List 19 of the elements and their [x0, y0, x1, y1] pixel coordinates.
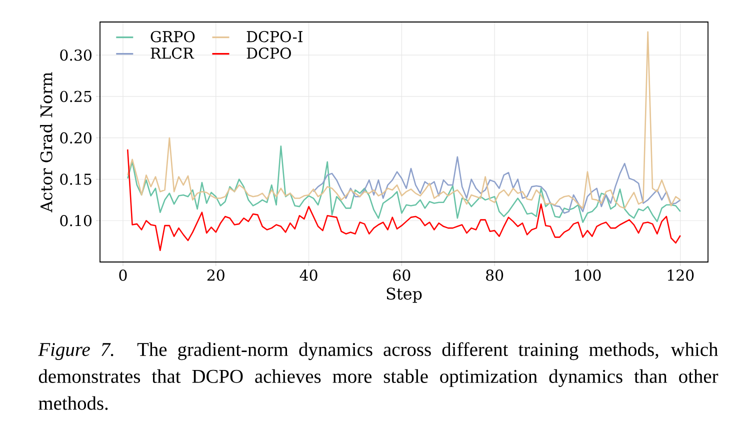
y-axis-title: Actor Grad Norm: [40, 72, 52, 212]
legend-label: DCPO-I: [246, 30, 302, 42]
y-tick-label: 0.30: [60, 49, 92, 61]
legend-label: DCPO: [246, 48, 291, 59]
legend-label: RLCR: [150, 48, 194, 59]
y-tick-label: 0.10: [60, 214, 92, 226]
y-tick-label: 0.20: [60, 132, 92, 144]
y-tick-label: 0.25: [60, 90, 92, 102]
x-tick-label: 20: [207, 270, 224, 281]
x-tick-label: 60: [393, 270, 410, 281]
x-tick-label: 120: [668, 270, 694, 281]
x-tick-label: 100: [575, 270, 601, 281]
text: Figure 7. The gradient-norm dynamics across different training methods, which demonstrates that DCPO achieves more stable optimization dynamics than other methods.: [38, 342, 718, 410]
y-tick-label: 0.15: [60, 174, 92, 185]
x-tick-label: 40: [300, 270, 318, 281]
x-tick-label: 80: [486, 270, 504, 281]
legend-label: GRPO: [150, 30, 195, 42]
x-tick-label: 0: [119, 270, 127, 281]
x-axis-title: Step: [386, 288, 422, 303]
